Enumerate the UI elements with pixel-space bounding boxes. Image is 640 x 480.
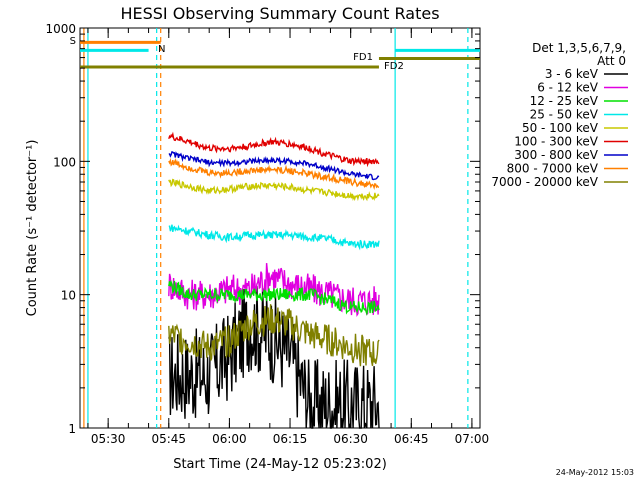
vertical-markers (83, 28, 469, 428)
series-line (168, 224, 380, 251)
legend-entry-label: 800 - 7000 keV (507, 162, 599, 176)
legend-entry-label: 7000 - 20000 keV (491, 175, 598, 189)
legend-entry-label: 100 - 300 keV (514, 135, 598, 149)
y-tick-label: 1 (68, 422, 76, 436)
x-tick-label: 05:45 (151, 432, 186, 446)
state-bar-label: FD1 (353, 52, 373, 63)
x-axis-label: Start Time (24-May-12 05:23:02) (173, 457, 387, 472)
axes: 05:30 05:45 06:00 06:15 06:30 06:45 07:00 1 10 10… (45, 22, 489, 446)
legend-header: Det 1,3,5,6,7,9, (532, 41, 626, 55)
legend-entry-label: 6 - 12 keV (537, 81, 599, 95)
state-bar-label: S (70, 36, 76, 47)
state-bar-label: FD2 (384, 61, 404, 72)
chart-title: HESSI Observing Summary Count Rates (120, 4, 439, 23)
y-axis-label: Count Rate (s⁻¹ detector⁻¹) (25, 140, 40, 317)
x-tick-label: 06:30 (333, 432, 368, 446)
x-tick-label: 06:15 (273, 432, 308, 446)
series-line (168, 151, 380, 181)
y-tick-label: 10 (61, 289, 76, 303)
plot-border (79, 27, 481, 429)
y-tick-label: 100 (53, 155, 76, 169)
legend-header: Att 0 (597, 54, 626, 68)
series-line (168, 279, 380, 316)
footer-timestamp: 24-May-2012 15:03 (555, 468, 634, 477)
legend-entry-label: 50 - 100 keV (522, 121, 599, 135)
series-lines (168, 131, 380, 429)
legend-entry-label: 25 - 50 keV (530, 108, 599, 122)
series-line (168, 157, 380, 191)
series-line (168, 304, 380, 367)
state-bars: S N FD1 FD2 (70, 36, 480, 72)
x-tick-label: 05:30 (91, 432, 126, 446)
series-line (168, 285, 380, 429)
state-bar-label: N (158, 44, 165, 55)
plot-frame (79, 27, 481, 429)
x-tick-label: 06:00 (212, 432, 247, 446)
x-tick-label: 07:00 (455, 432, 490, 446)
legend-entry-label: 12 - 25 keV (530, 94, 599, 108)
legend-entry-label: 300 - 800 keV (514, 148, 598, 162)
series-line (168, 131, 380, 168)
legend-entry-label: 3 - 6 keV (545, 67, 599, 81)
series-line (168, 178, 380, 202)
y-tick-label: 1000 (45, 22, 76, 36)
x-tick-label: 06:45 (394, 432, 429, 446)
